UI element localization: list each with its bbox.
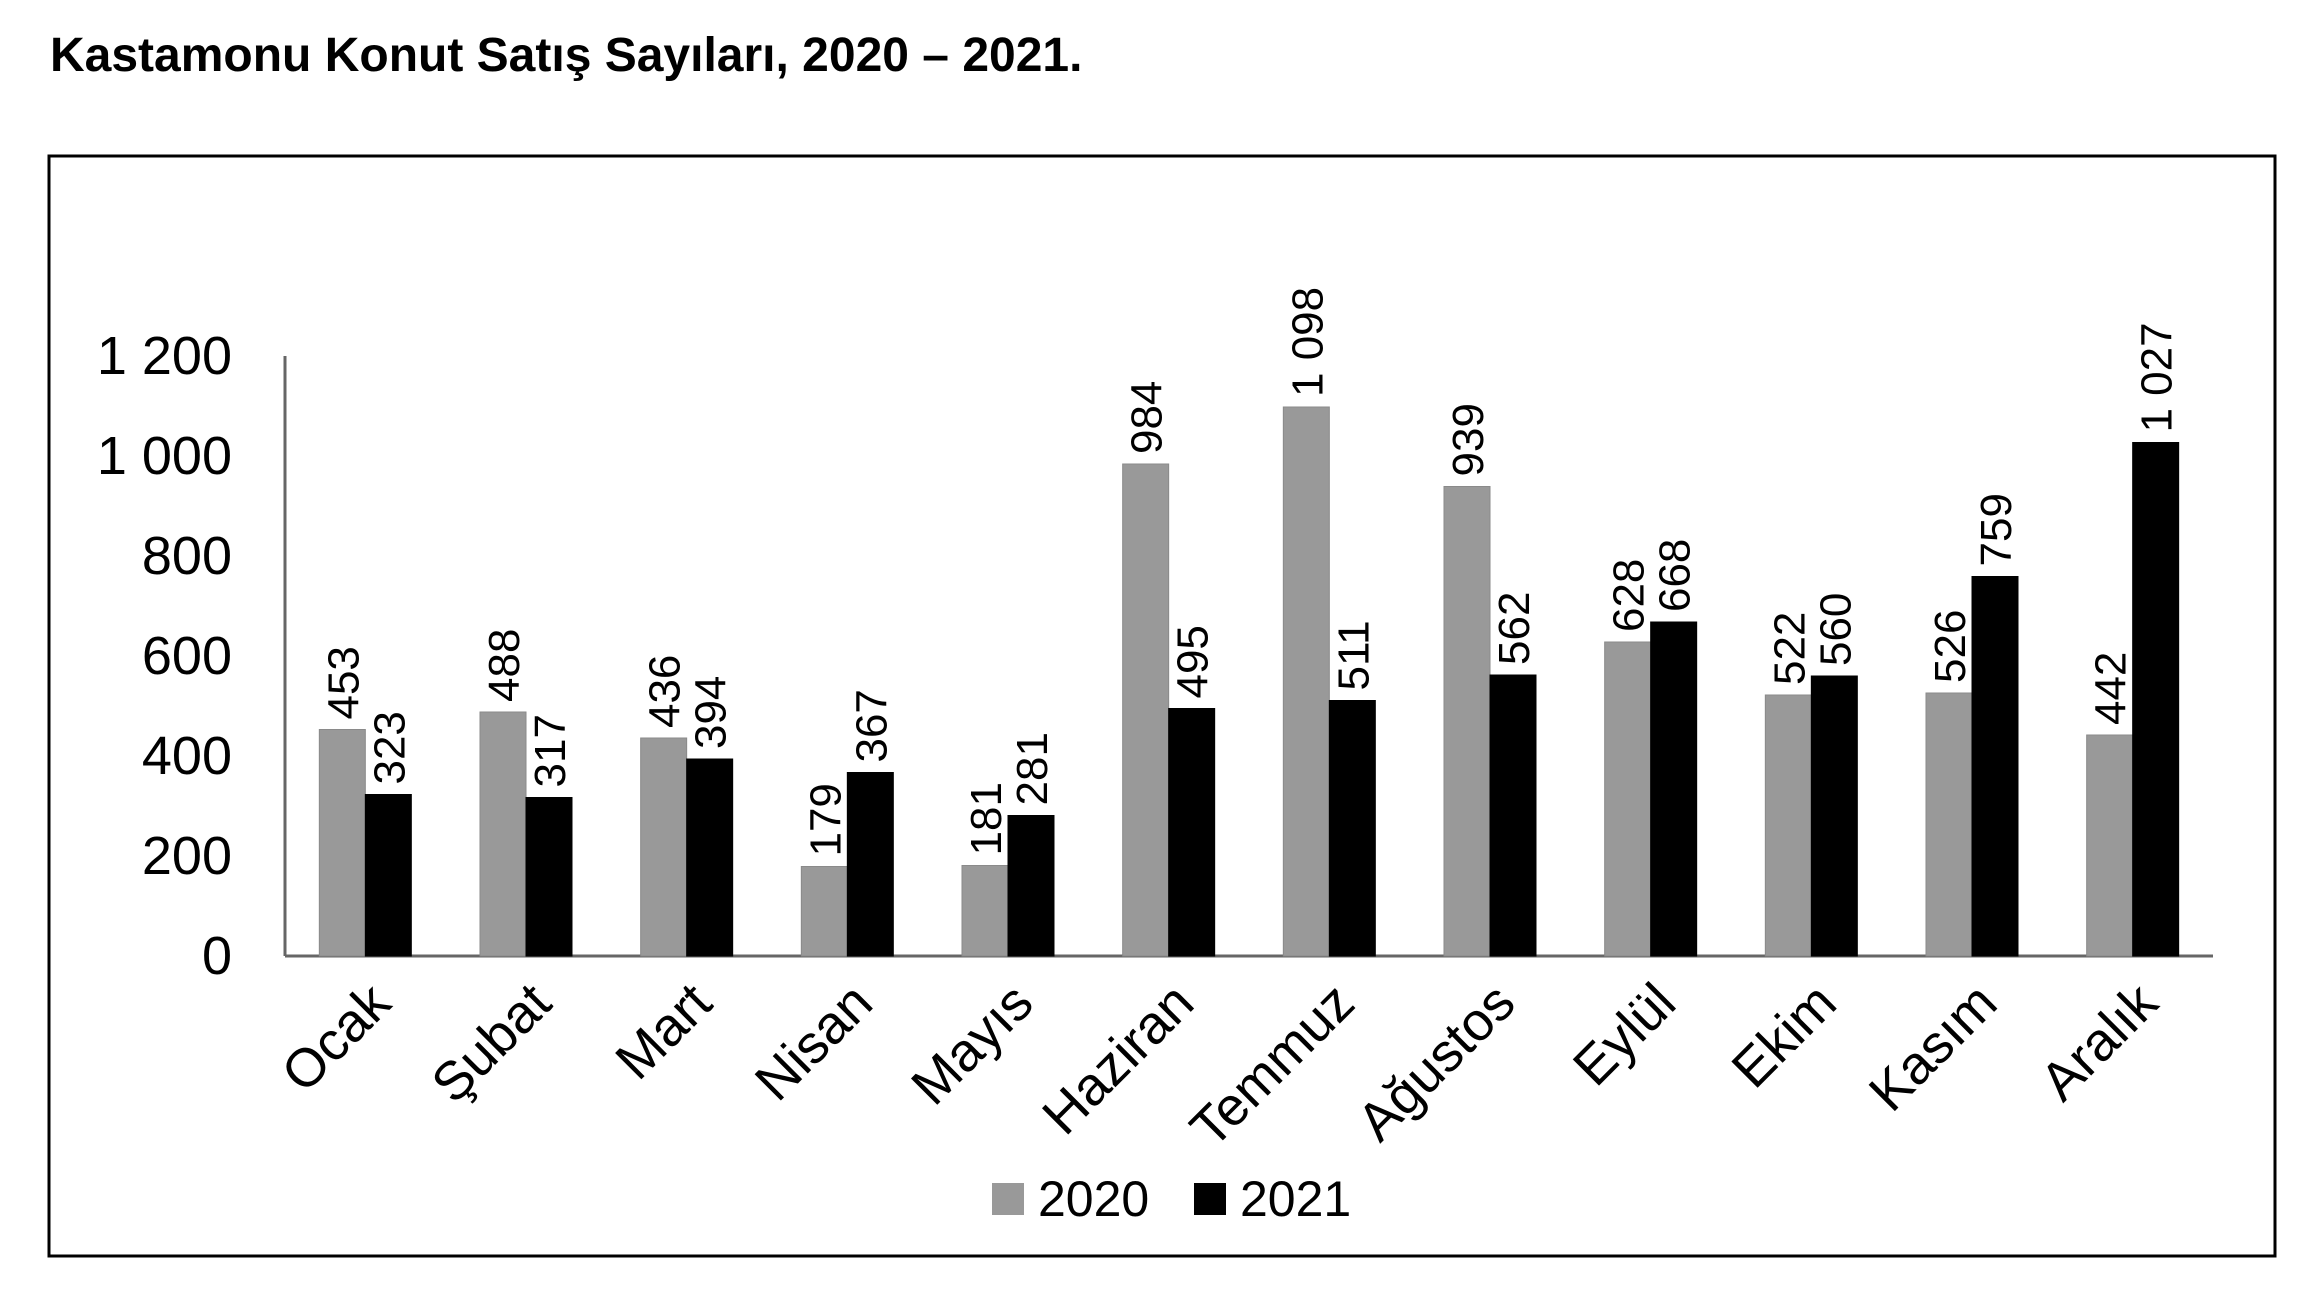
data-label-2020-7: 939 bbox=[1444, 403, 1493, 476]
bar-2020-10 bbox=[1925, 692, 1973, 957]
data-label-2021-0: 323 bbox=[365, 711, 414, 784]
data-label-2020-3: 179 bbox=[801, 783, 850, 856]
bar-2021-0 bbox=[364, 794, 412, 957]
data-label-2021-2: 394 bbox=[687, 676, 736, 749]
data-label-2021-4: 281 bbox=[1008, 732, 1057, 805]
data-label-2020-4: 181 bbox=[962, 782, 1011, 855]
category-label: Şubat bbox=[420, 972, 562, 1114]
data-label-2020-5: 984 bbox=[1123, 381, 1172, 454]
bar-2020-1 bbox=[479, 711, 527, 957]
bar-2020-6 bbox=[1282, 406, 1330, 957]
legend: 2020 2021 bbox=[992, 1171, 1351, 1227]
data-label-2021-8: 668 bbox=[1651, 539, 1700, 612]
y-tick-label: 1 200 bbox=[97, 326, 232, 386]
data-label-2020-10: 526 bbox=[1926, 610, 1975, 683]
bar-2021-9 bbox=[1810, 675, 1858, 957]
data-label-2021-6: 511 bbox=[1329, 620, 1378, 690]
category-label: Mayıs bbox=[900, 972, 1044, 1116]
data-label-2021-7: 562 bbox=[1490, 592, 1539, 665]
chart-title: Kastamonu Konut Satış Sayıları, 2020 – 2… bbox=[50, 29, 1083, 82]
legend-label-2021: 2021 bbox=[1240, 1171, 1351, 1227]
category-label: Kasım bbox=[1858, 972, 2009, 1123]
data-label-2020-9: 522 bbox=[1765, 612, 1814, 685]
bar-2020-5 bbox=[1122, 463, 1170, 957]
bar-2021-2 bbox=[686, 758, 734, 957]
category-label: Ekim bbox=[1721, 972, 1848, 1099]
category-label: Eylül bbox=[1562, 972, 1687, 1097]
legend-swatch-2021 bbox=[1194, 1183, 1226, 1215]
y-tick-labels: 0 200 400 600 800 1 000 1 200 bbox=[97, 326, 232, 986]
data-label-2021-1: 317 bbox=[526, 714, 575, 787]
bar-2020-11 bbox=[2086, 734, 2134, 957]
bar-2021-8 bbox=[1650, 621, 1698, 957]
bar-2021-1 bbox=[525, 797, 573, 957]
bar-2021-6 bbox=[1328, 700, 1376, 957]
bar-2020-8 bbox=[1604, 641, 1652, 957]
data-label-2020-6: 1 098 bbox=[1283, 287, 1332, 397]
bar-2021-3 bbox=[846, 772, 894, 957]
chart-frame bbox=[47, 154, 2277, 1258]
bar-2020-9 bbox=[1764, 694, 1812, 957]
data-label-2021-10: 759 bbox=[1972, 493, 2021, 566]
category-label: Nisan bbox=[744, 972, 884, 1112]
category-label: Mart bbox=[604, 972, 723, 1091]
category-label: Haziran bbox=[1031, 972, 1205, 1146]
bar-2021-10 bbox=[1971, 576, 2019, 957]
data-label-2020-2: 436 bbox=[641, 655, 690, 728]
y-tick-label: 600 bbox=[142, 626, 232, 686]
bar-2020-7 bbox=[1443, 486, 1491, 957]
data-label-2020-11: 442 bbox=[2087, 652, 2136, 725]
y-tick-label: 0 bbox=[202, 926, 232, 986]
y-tick-label: 400 bbox=[142, 726, 232, 786]
y-tick-label: 200 bbox=[142, 826, 232, 886]
bar-2021-7 bbox=[1489, 674, 1537, 957]
bar-2020-3 bbox=[800, 866, 848, 957]
bar-2020-2 bbox=[640, 737, 688, 957]
category-label: Aralık bbox=[2029, 971, 2170, 1112]
data-label-2020-8: 628 bbox=[1605, 559, 1654, 632]
data-label-2020-0: 453 bbox=[319, 646, 368, 719]
bar-2021-11 bbox=[2132, 442, 2180, 957]
category-labels: Ocak Şubat Mart Nisan MayısHaziranTemmuzAğus… bbox=[270, 971, 2170, 1158]
y-tick-label: 1 000 bbox=[97, 426, 232, 486]
category-label: Temmuz bbox=[1179, 972, 1366, 1159]
bar-2021-5 bbox=[1168, 708, 1216, 957]
bar-2021-4 bbox=[1007, 815, 1055, 957]
category-label: Ağustos bbox=[1346, 972, 1526, 1152]
bar-2020-0 bbox=[318, 729, 366, 957]
legend-label-2020: 2020 bbox=[1038, 1171, 1149, 1227]
data-label-2020-1: 488 bbox=[480, 629, 529, 702]
data-label-2021-9: 560 bbox=[1811, 593, 1860, 666]
legend-swatch-2020 bbox=[992, 1183, 1024, 1215]
y-tick-label: 800 bbox=[142, 526, 232, 586]
bars bbox=[318, 406, 2180, 957]
data-label-2021-3: 367 bbox=[847, 689, 896, 762]
bar-2020-4 bbox=[961, 865, 1009, 957]
category-label: Ocak bbox=[270, 971, 402, 1103]
data-label-2021-11: 1 027 bbox=[2133, 322, 2182, 432]
data-label-2021-5: 495 bbox=[1169, 625, 1218, 698]
